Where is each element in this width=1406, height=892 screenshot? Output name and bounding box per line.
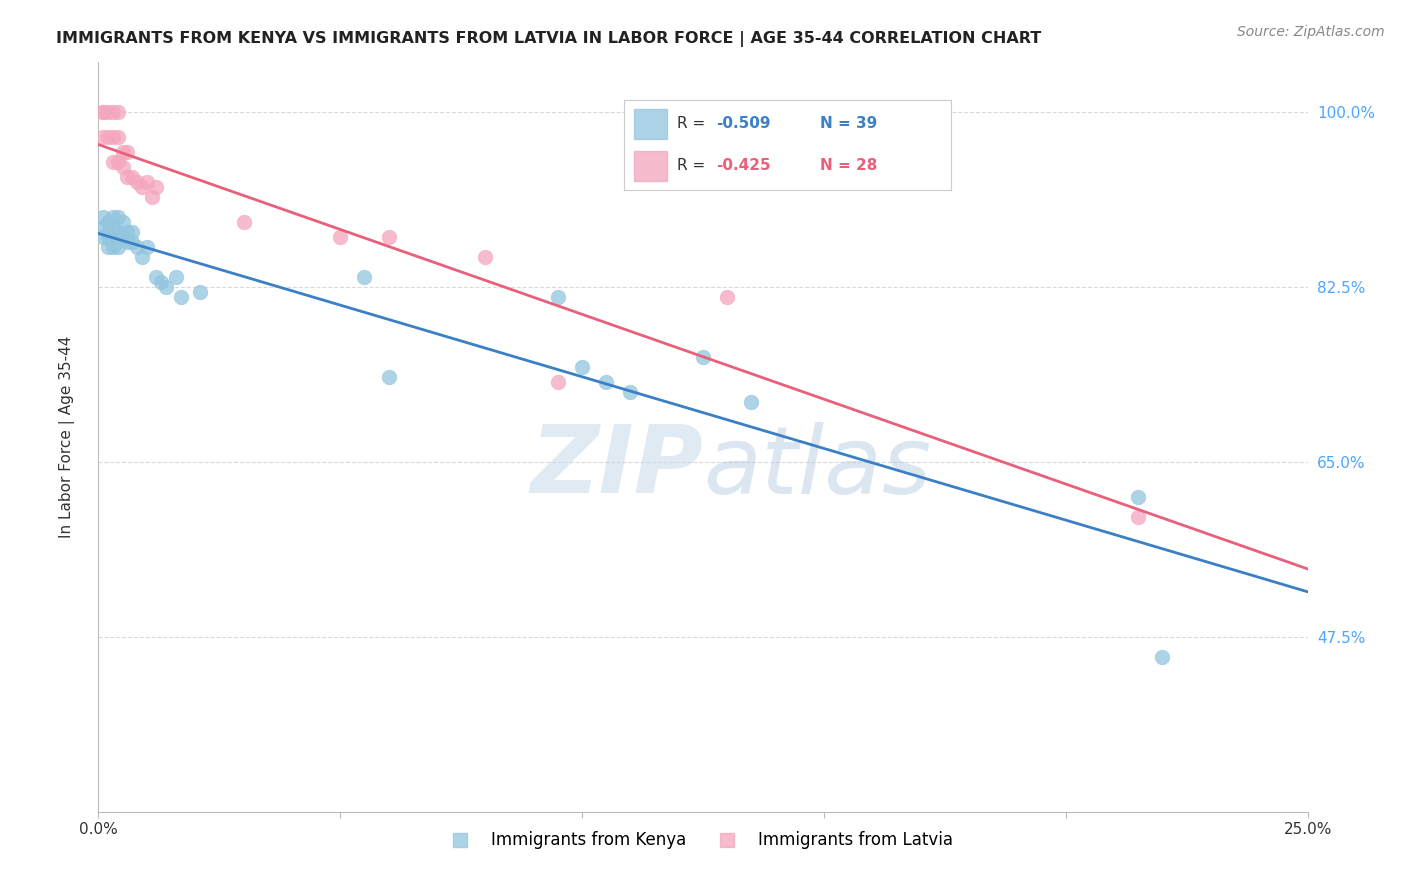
- Point: [107, 155, 129, 169]
- Point: [91, 130, 114, 145]
- Point: [127, 175, 149, 189]
- Point: [101, 155, 124, 169]
- Point: [571, 360, 593, 375]
- Point: [131, 180, 153, 194]
- Point: [91, 220, 114, 235]
- Point: [329, 230, 352, 244]
- Point: [117, 235, 139, 250]
- Point: [107, 225, 129, 239]
- Point: [97, 105, 120, 120]
- Text: IMMIGRANTS FROM KENYA VS IMMIGRANTS FROM LATVIA IN LABOR FORCE | AGE 35-44 CORRE: IMMIGRANTS FROM KENYA VS IMMIGRANTS FROM…: [56, 31, 1042, 47]
- Point: [155, 280, 177, 294]
- Point: [547, 375, 569, 389]
- Text: Source: ZipAtlas.com: Source: ZipAtlas.com: [1237, 25, 1385, 39]
- Point: [107, 105, 129, 120]
- Point: [107, 130, 129, 145]
- Y-axis label: In Labor Force | Age 35-44: In Labor Force | Age 35-44: [59, 336, 75, 538]
- Point: [97, 240, 120, 254]
- Point: [101, 130, 124, 145]
- Point: [111, 230, 134, 244]
- Point: [145, 270, 167, 285]
- Point: [111, 215, 134, 229]
- Point: [121, 225, 143, 239]
- Point: [97, 225, 120, 239]
- Point: [716, 290, 738, 304]
- Point: [117, 225, 139, 239]
- Point: [117, 170, 139, 185]
- Point: [141, 190, 163, 204]
- Point: [1128, 490, 1150, 504]
- Point: [547, 290, 569, 304]
- Point: [1128, 510, 1150, 524]
- Point: [97, 215, 120, 229]
- Point: [101, 105, 124, 120]
- Point: [1152, 649, 1174, 664]
- Point: [595, 375, 617, 389]
- Point: [135, 240, 157, 254]
- Point: [619, 385, 641, 400]
- Point: [101, 211, 124, 225]
- Point: [165, 270, 187, 285]
- Point: [353, 270, 375, 285]
- Point: [377, 230, 399, 244]
- Point: [91, 105, 114, 120]
- Point: [101, 230, 124, 244]
- Point: [232, 215, 254, 229]
- Point: [121, 170, 143, 185]
- Point: [101, 220, 124, 235]
- Point: [127, 240, 149, 254]
- Point: [131, 250, 153, 264]
- Text: atlas: atlas: [703, 422, 931, 513]
- Text: ZIP: ZIP: [530, 421, 703, 513]
- Point: [107, 211, 129, 225]
- Point: [91, 211, 114, 225]
- Point: [474, 250, 496, 264]
- Point: [692, 350, 714, 364]
- Point: [121, 235, 143, 250]
- Point: [377, 370, 399, 384]
- Point: [91, 105, 114, 120]
- Point: [145, 180, 167, 194]
- Point: [111, 145, 134, 160]
- Point: [97, 230, 120, 244]
- Point: [101, 240, 124, 254]
- Point: [107, 240, 129, 254]
- Point: [150, 275, 173, 289]
- Point: [740, 395, 762, 409]
- Point: [117, 145, 139, 160]
- Point: [188, 285, 211, 300]
- Point: [111, 161, 134, 175]
- Point: [91, 230, 114, 244]
- Point: [97, 130, 120, 145]
- Point: [135, 175, 157, 189]
- Legend: Immigrants from Kenya, Immigrants from Latvia: Immigrants from Kenya, Immigrants from L…: [446, 824, 960, 855]
- Point: [169, 290, 191, 304]
